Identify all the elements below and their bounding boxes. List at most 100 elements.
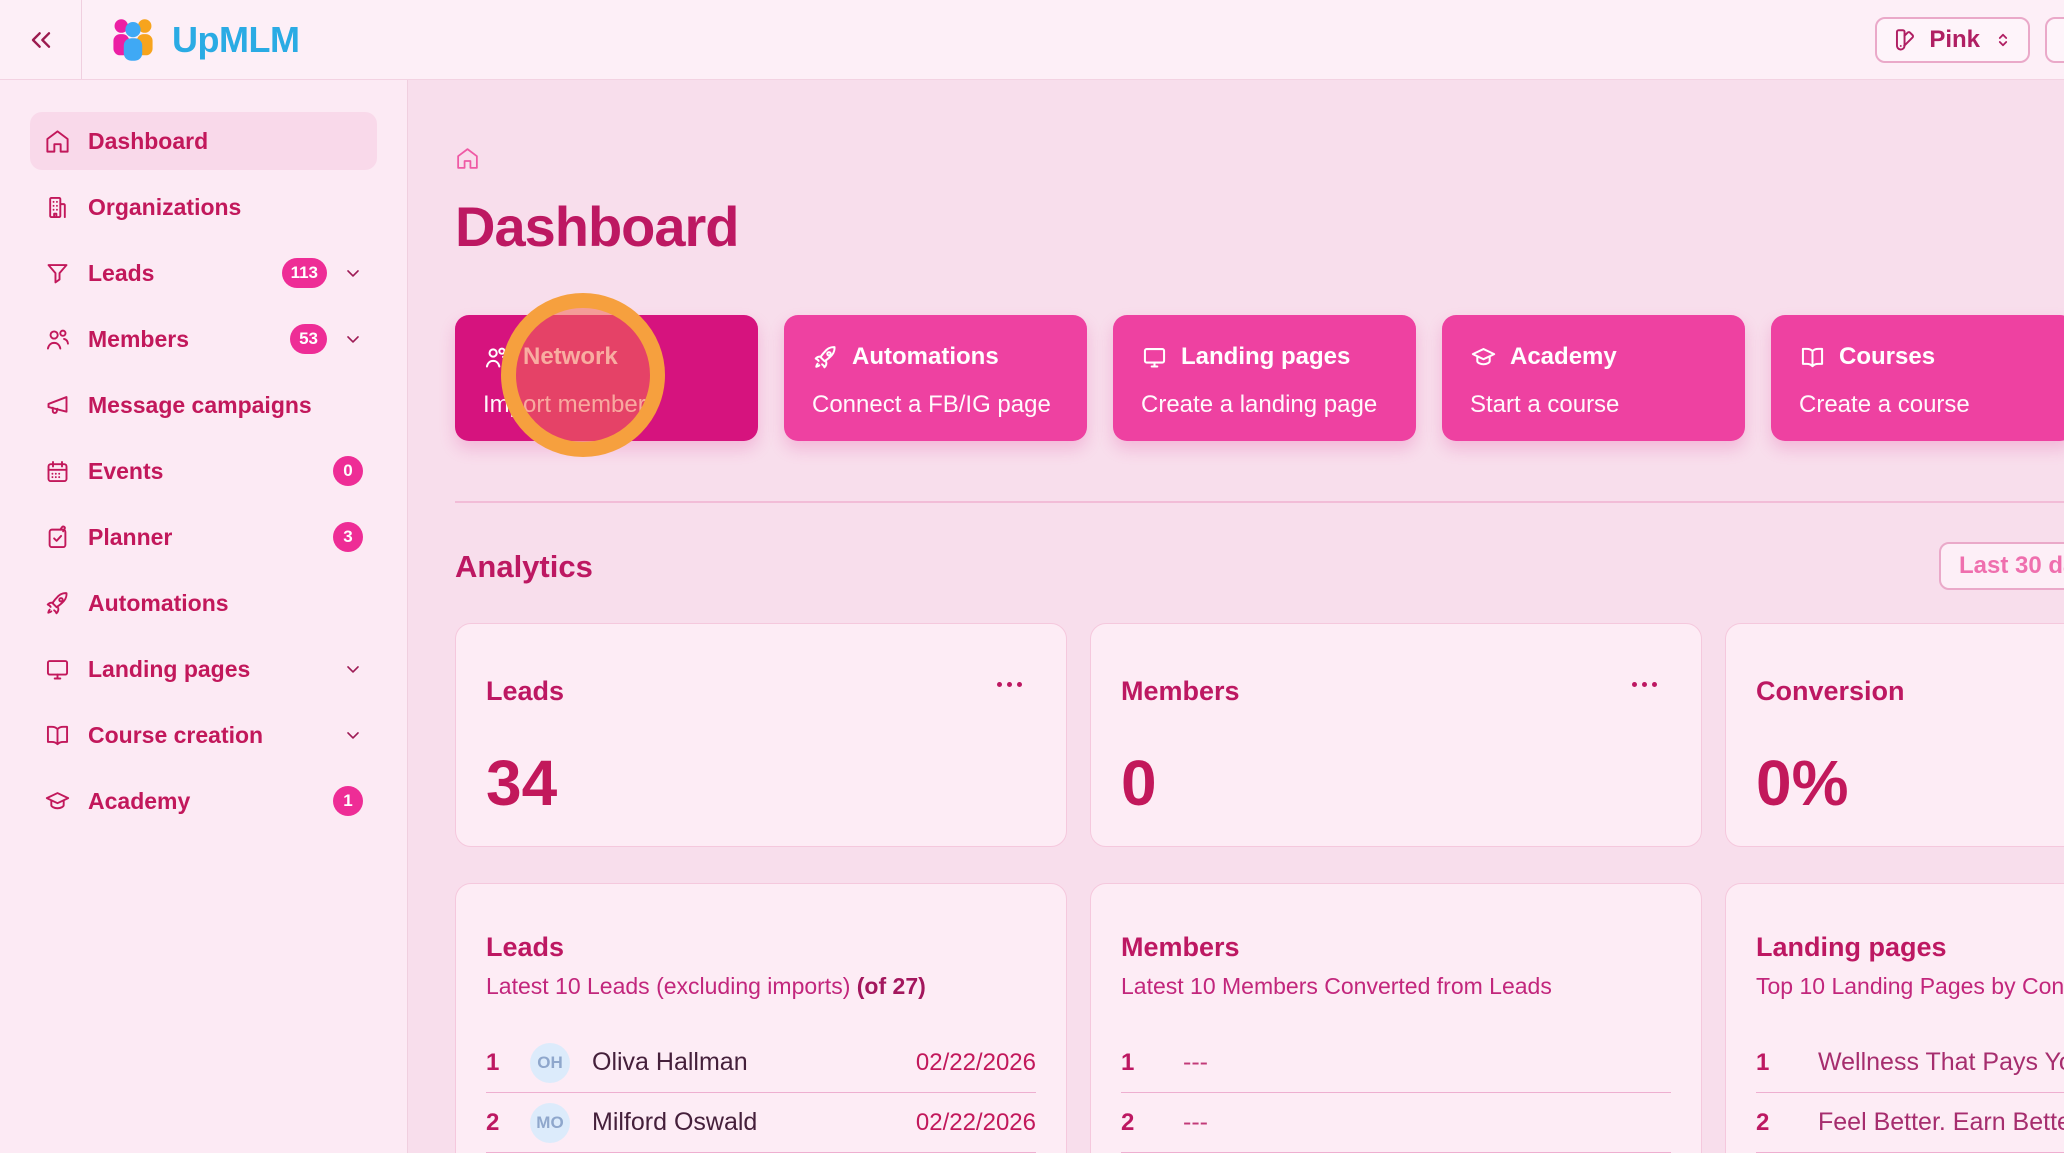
quick-action-courses[interactable]: Courses Create a course <box>1771 315 2064 441</box>
sidebar-item-planner[interactable]: Planner 3 <box>30 508 377 566</box>
chevrons-up-down-icon <box>1992 29 2014 51</box>
monitor-icon <box>1141 344 1168 371</box>
calendar-icon <box>44 458 71 485</box>
upmlm-people-logo-icon <box>106 13 160 67</box>
list-card-title: Landing pages <box>1756 932 1947 962</box>
quick-action-automations[interactable]: Automations Connect a FB/IG page <box>784 315 1087 441</box>
stat-cards-row: Leads 34 Members 0 Conversion 0% <box>455 623 2064 847</box>
chevron-down-icon[interactable] <box>343 329 363 349</box>
stat-card-title: Conversion <box>1756 676 1905 706</box>
landing-page-row[interactable]: 1 Wellness That Pays You Back <box>1756 1033 2064 1093</box>
quick-actions-row: Network Import members Automations Conne… <box>455 315 2064 441</box>
sidebar: Dashboard Organizations Leads 113 Member… <box>0 80 408 1153</box>
sidebar-item-leads[interactable]: Leads 113 <box>30 244 377 302</box>
sidebar-item-label: Events <box>88 457 164 484</box>
list-card-members: Members Latest 10 Members Converted from… <box>1090 883 1702 1153</box>
quick-action-landing-pages[interactable]: Landing pages Create a landing page <box>1113 315 1416 441</box>
members-count-badge: 53 <box>290 324 327 354</box>
analytics-section-title: Analytics <box>455 549 593 584</box>
lead-name: Oliva Hallman <box>592 1048 748 1076</box>
quick-action-subtitle: Import members <box>483 391 658 418</box>
sidebar-item-label: Academy <box>88 787 191 814</box>
topbar-edge-button-partial[interactable] <box>2045 17 2064 63</box>
ellipsis-menu-icon[interactable] <box>1632 682 1657 687</box>
list-card-title: Members <box>1121 932 1240 962</box>
users-icon <box>44 326 71 353</box>
lead-date: 02/22/2026 <box>915 1108 1036 1136</box>
avatar: MO <box>530 1102 570 1143</box>
swatch-book-icon <box>1891 27 1917 53</box>
list-card-subtitle: Top 10 Landing Pages by Convers <box>1756 973 2064 999</box>
sidebar-item-label: Landing pages <box>88 655 251 682</box>
graduation-cap-icon <box>44 788 71 815</box>
sidebar-collapse-button[interactable] <box>0 0 82 79</box>
sidebar-item-automations[interactable]: Automations <box>30 574 377 632</box>
academy-count-badge: 1 <box>333 786 363 816</box>
member-name: --- <box>1183 1048 1208 1076</box>
sidebar-item-label: Message campaigns <box>88 391 312 418</box>
row-index: 2 <box>486 1108 500 1136</box>
book-open-icon <box>44 722 71 749</box>
list-card-subtitle: Latest 10 Members Converted from Leads <box>1121 973 1552 999</box>
sidebar-item-message-campaigns[interactable]: Message campaigns <box>30 376 377 434</box>
quick-action-title: Automations <box>852 343 999 370</box>
sidebar-item-label: Planner <box>88 523 173 550</box>
quick-action-academy[interactable]: Academy Start a course <box>1442 315 1745 441</box>
stat-card-conversion: Conversion 0% <box>1725 623 2064 847</box>
stat-card-members: Members 0 <box>1090 623 1702 847</box>
chevron-down-icon[interactable] <box>343 263 363 283</box>
chevrons-left-icon <box>25 24 57 56</box>
book-open-icon <box>1799 344 1826 371</box>
chevron-down-icon[interactable] <box>343 659 363 679</box>
monitor-icon <box>44 656 71 683</box>
quick-action-title: Courses <box>1839 343 1936 370</box>
events-count-badge: 0 <box>333 456 363 486</box>
sidebar-item-organizations[interactable]: Organizations <box>30 178 377 236</box>
row-index: 1 <box>1756 1048 1770 1076</box>
row-index: 1 <box>486 1048 500 1076</box>
quick-action-network[interactable]: Network Import members <box>455 315 758 441</box>
section-divider <box>455 501 2064 503</box>
clipboard-check-icon <box>44 524 71 551</box>
stat-card-leads: Leads 34 <box>455 623 1067 847</box>
quick-action-title: Network <box>523 343 618 370</box>
quick-action-subtitle: Start a course <box>1470 391 1620 418</box>
chevron-down-icon[interactable] <box>343 725 363 745</box>
quick-action-title: Academy <box>1510 343 1617 370</box>
ellipsis-menu-icon[interactable] <box>997 682 1022 687</box>
main-content: Dashboard Network Import members Automat… <box>408 80 2064 1153</box>
quick-action-subtitle: Connect a FB/IG page <box>812 391 1051 418</box>
sidebar-item-label: Dashboard <box>88 127 209 154</box>
sidebar-item-course-creation[interactable]: Course creation <box>30 706 377 764</box>
stat-card-title: Leads <box>486 676 565 706</box>
funnel-icon <box>44 260 71 287</box>
sidebar-item-label: Organizations <box>88 193 242 220</box>
member-row[interactable]: 2 --- <box>1121 1093 1671 1153</box>
date-range-label: Last 30 days <box>1959 552 2064 579</box>
date-range-filter[interactable]: Last 30 days 01/2 <box>1939 542 2064 590</box>
stat-card-value: 34 <box>486 747 558 819</box>
building-icon <box>44 194 71 221</box>
member-row[interactable]: 1 --- <box>1121 1033 1671 1093</box>
stat-card-value: 0 <box>1121 747 1157 819</box>
stat-card-title: Members <box>1121 676 1240 706</box>
sidebar-item-label: Leads <box>88 259 155 286</box>
row-index: 2 <box>1756 1108 1770 1136</box>
lead-row[interactable]: 1 OH Oliva Hallman 02/22/2026 <box>486 1033 1036 1093</box>
breadcrumb-home-icon[interactable] <box>455 146 480 171</box>
theme-selector[interactable]: Pink <box>1875 17 2030 63</box>
planner-count-badge: 3 <box>333 522 363 552</box>
topbar: UpMLM Pink <box>0 0 2064 80</box>
sidebar-item-label: Automations <box>88 589 229 616</box>
brand-logo[interactable]: UpMLM <box>106 13 300 67</box>
sidebar-item-landing-pages[interactable]: Landing pages <box>30 640 377 698</box>
sidebar-item-academy[interactable]: Academy 1 <box>30 772 377 830</box>
quick-action-title: Landing pages <box>1181 343 1351 370</box>
rocket-icon <box>44 590 71 617</box>
sidebar-item-events[interactable]: Events 0 <box>30 442 377 500</box>
sidebar-item-members[interactable]: Members 53 <box>30 310 377 368</box>
sidebar-item-dashboard[interactable]: Dashboard <box>30 112 377 170</box>
lead-row[interactable]: 2 MO Milford Oswald 02/22/2026 <box>486 1093 1036 1153</box>
page-title: Dashboard <box>455 195 740 258</box>
landing-page-row[interactable]: 2 Feel Better. Earn Better. <box>1756 1093 2064 1153</box>
